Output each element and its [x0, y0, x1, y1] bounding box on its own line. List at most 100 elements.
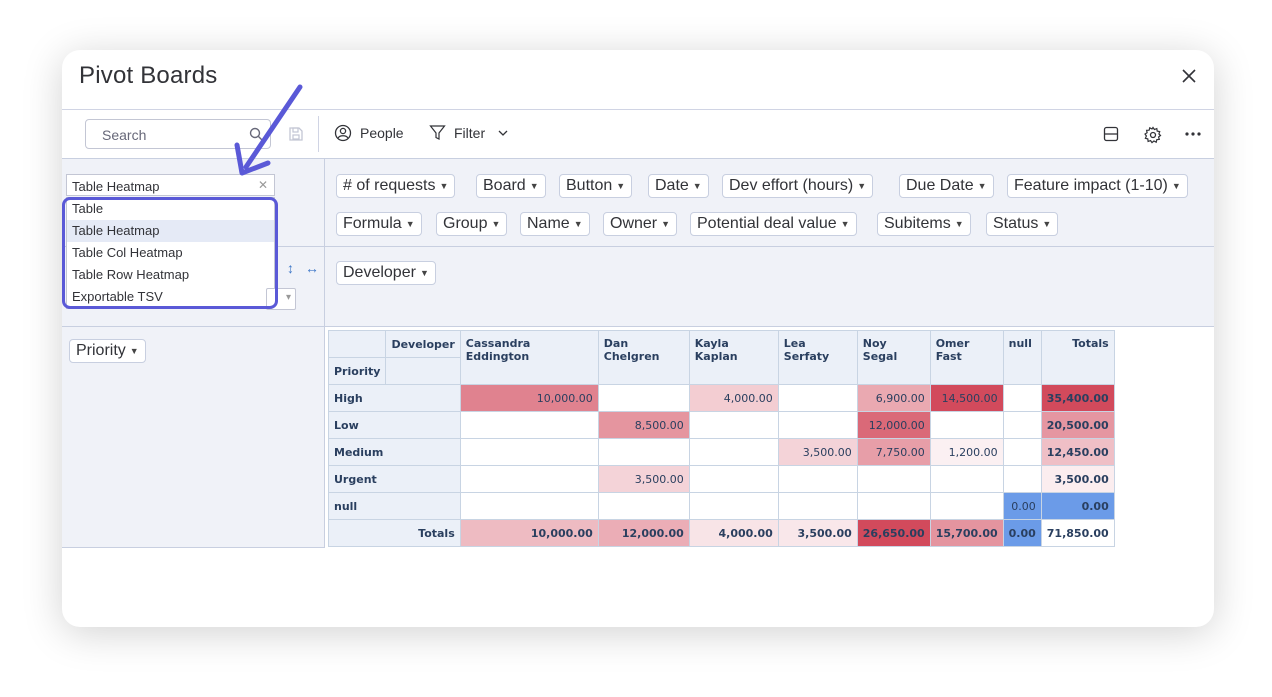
total-cell: 71,850.00	[1040, 519, 1115, 547]
triangle-down-icon[interactable]: ▼	[1171, 181, 1181, 191]
table-cell	[929, 465, 1004, 493]
triangle-down-icon[interactable]: ▼	[1042, 219, 1052, 229]
table-cell	[459, 438, 599, 466]
table-cell	[459, 492, 599, 520]
field-chip[interactable]: Due Date ▼	[899, 174, 994, 198]
field-chip[interactable]: Group ▼	[436, 212, 508, 236]
field-chip[interactable]: Name ▼	[520, 212, 590, 236]
renderer-value: Table Heatmap	[72, 179, 160, 194]
filter-button[interactable]: Filter	[429, 124, 509, 141]
pivot-table: Developer Cassandra Eddington Dan Chelgren…	[327, 330, 1115, 547]
field-chip[interactable]: Button ▼	[559, 174, 633, 198]
total-cell: 15,700.00	[929, 519, 1004, 547]
pivot-grid-line	[62, 547, 325, 548]
filter-icon	[429, 125, 446, 140]
field-chip-label: Date	[655, 177, 689, 195]
triangle-down-icon[interactable]: ▼	[439, 181, 449, 191]
triangle-down-icon[interactable]: ▼	[977, 181, 987, 191]
close-icon[interactable]	[1180, 67, 1198, 85]
triangle-down-icon[interactable]: ▼	[129, 346, 139, 356]
column-header: Totals	[1040, 330, 1115, 385]
table-cell: 8,500.00	[597, 411, 690, 439]
field-chip[interactable]: Feature impact (1-10) ▼	[1007, 174, 1188, 198]
field-chip-label: Name	[527, 215, 570, 233]
chevron-down-icon: ▾	[285, 292, 291, 303]
field-chip[interactable]: Potential deal value ▼	[690, 212, 857, 236]
gear-icon[interactable]	[1144, 126, 1162, 144]
field-chip[interactable]: Owner ▼	[603, 212, 678, 236]
people-label: People	[360, 125, 404, 141]
renderer-option[interactable]: Table Heatmap	[67, 220, 274, 242]
field-chip[interactable]: Board ▼	[476, 174, 546, 198]
total-cell: 12,000.00	[597, 519, 690, 547]
field-chip-label: Owner	[610, 215, 658, 233]
people-button[interactable]: People	[334, 124, 404, 142]
table-cell	[597, 492, 690, 520]
row-field-chip[interactable]: Priority ▼	[69, 339, 146, 363]
search-placeholder: Search	[102, 127, 147, 143]
triangle-down-icon[interactable]: ▼	[954, 219, 964, 229]
row-header: null	[328, 492, 461, 520]
col-field-chip[interactable]: Developer ▼	[336, 261, 436, 285]
table-header-row: Priority	[327, 357, 1115, 385]
toolbar-divider	[318, 116, 319, 152]
triangle-down-icon[interactable]: ▼	[405, 219, 415, 229]
renderer-select[interactable]: Table Heatmap ✕	[66, 174, 275, 196]
row-header: Medium	[328, 438, 461, 466]
triangle-down-icon[interactable]: ▼	[529, 181, 539, 191]
col-order-icon[interactable]: ↔	[305, 260, 319, 276]
table-header-row: Developer Cassandra Eddington Dan Chelgren…	[327, 330, 1115, 385]
renderer-option[interactable]: Exportable TSV	[72, 289, 163, 304]
triangle-down-icon[interactable]: ▼	[661, 219, 671, 229]
table-cell: 0.00	[1002, 492, 1042, 520]
pivot-grid-line	[62, 246, 1214, 247]
field-chip[interactable]: # of requests ▼	[336, 174, 456, 198]
table-row: High 10,000.00 4,000.00 6,900.00 14,500.00 35…	[328, 384, 1115, 412]
table-cell: 20,500.00	[1040, 411, 1115, 439]
field-chip[interactable]: Date ▼	[648, 174, 709, 198]
triangle-down-icon[interactable]: ▼	[419, 268, 429, 278]
clear-icon[interactable]: ✕	[257, 178, 268, 192]
renderer-option[interactable]: Table	[72, 201, 104, 216]
table-cell	[459, 465, 599, 493]
triangle-down-icon[interactable]: ▼	[491, 219, 501, 229]
table-cell	[856, 465, 931, 493]
layout-icon[interactable]	[1103, 126, 1119, 142]
table-cell	[1002, 438, 1042, 466]
table-cell: 35,400.00	[1040, 384, 1115, 412]
field-chip[interactable]: Formula ▼	[336, 212, 422, 236]
triangle-down-icon[interactable]: ▼	[573, 219, 583, 229]
renderer-option[interactable]: Table Col Heatmap	[72, 245, 183, 260]
table-cell	[929, 492, 1004, 520]
field-chip-label: Subitems	[884, 215, 951, 233]
totals-label: Totals	[328, 519, 461, 547]
table-cell: 12,000.00	[856, 411, 931, 439]
field-chip-label: Feature impact (1-10)	[1014, 177, 1168, 195]
highlight-box	[62, 197, 278, 309]
table-cell: 12,450.00	[1040, 438, 1115, 466]
table-cell: 7,750.00	[856, 438, 931, 466]
divider	[62, 109, 1214, 110]
table-cell	[597, 438, 690, 466]
renderer-option[interactable]: Table Row Heatmap	[72, 267, 190, 282]
table-cell	[777, 492, 858, 520]
field-chip-label: Due Date	[906, 177, 974, 195]
triangle-down-icon[interactable]: ▼	[616, 181, 626, 191]
table-cell	[1002, 465, 1042, 493]
triangle-down-icon[interactable]: ▼	[840, 219, 850, 229]
triangle-down-icon[interactable]: ▼	[692, 181, 702, 191]
table-cell	[597, 384, 690, 412]
more-icon[interactable]	[1185, 132, 1201, 136]
field-chip[interactable]: Dev effort (hours) ▼	[722, 174, 874, 198]
total-cell: 3,500.00	[777, 519, 858, 547]
triangle-down-icon[interactable]: ▼	[857, 181, 867, 191]
col-field-label: Developer	[343, 264, 416, 282]
table-cell	[688, 438, 779, 466]
filter-label: Filter	[454, 124, 486, 141]
field-chip[interactable]: Subitems ▼	[877, 212, 971, 236]
field-chip[interactable]: Status ▼	[986, 212, 1059, 236]
save-icon[interactable]	[288, 126, 304, 142]
table-row: null 0.00 0.00	[328, 492, 1115, 520]
table-cell	[688, 492, 779, 520]
row-order-icon[interactable]: ↕	[287, 260, 294, 276]
